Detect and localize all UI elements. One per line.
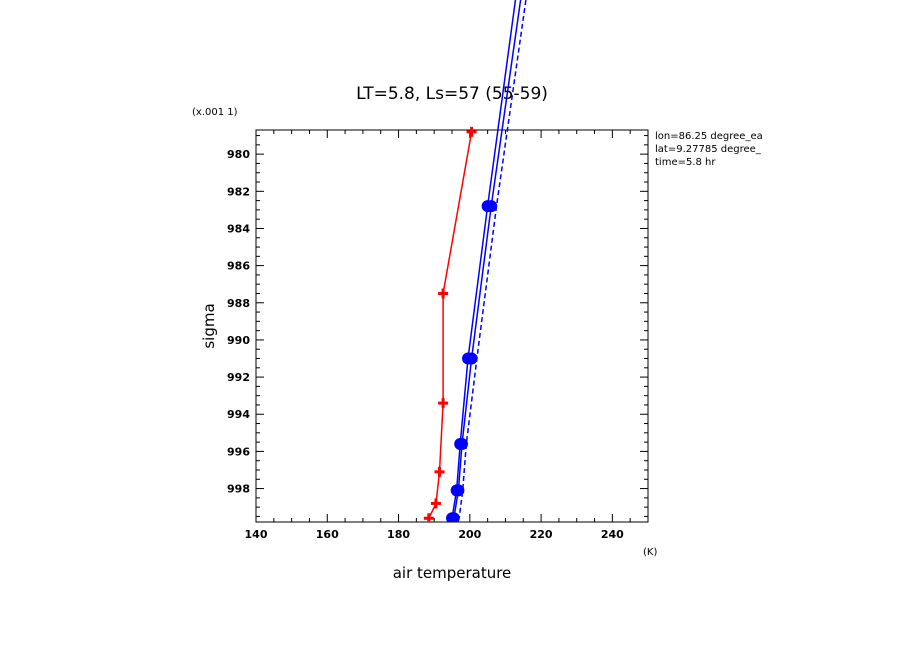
data-point (423, 513, 434, 522)
plot-frame (255, 129, 649, 523)
series-3 (447, 0, 522, 522)
y-tick-label: 982 (227, 185, 250, 198)
x-unit-label: (K) (643, 547, 657, 558)
info-time: time=5.8 hr (655, 157, 716, 168)
y-tick-label: 992 (227, 371, 250, 384)
x-tick-label: 240 (601, 528, 624, 541)
x-tick-label: 200 (458, 528, 481, 541)
info-lat: lat=9.27785 degree_ (655, 144, 762, 155)
data-point (438, 398, 449, 409)
data-point (466, 126, 477, 137)
y-tick-label: 994 (227, 408, 250, 421)
data-point (465, 352, 478, 365)
x-tick-label: 160 (316, 528, 339, 541)
y-tick-label: 998 (227, 483, 250, 496)
y-tick-label: 984 (227, 222, 250, 235)
y-tick-label: 980 (227, 148, 250, 161)
info-lon: lon=86.25 degree_ea (655, 131, 763, 142)
y-tick-label: 988 (227, 297, 250, 310)
data-point (447, 512, 460, 522)
x-tick-label: 140 (245, 528, 268, 541)
x-axis-ticks: 140 160 180 200 220 240 (245, 130, 631, 541)
series-layer (423, 0, 527, 522)
x-axis-title: air temperature (393, 564, 512, 582)
data-point (452, 484, 465, 497)
series-4 (458, 0, 527, 519)
y-unit-label: (x.001 1) (192, 107, 238, 118)
x-tick-label: 180 (387, 528, 410, 541)
data-point (455, 437, 468, 450)
data-point (438, 288, 449, 299)
y-tick-label: 986 (227, 260, 250, 273)
data-point (485, 200, 498, 213)
y-tick-label: 990 (227, 334, 250, 347)
y-axis-title: sigma (200, 303, 218, 348)
chart-title: LT=5.8, Ls=57 (55-59) (356, 84, 548, 104)
y-tick-label: 996 (227, 445, 250, 458)
y-axis-ticks: 980 982 984 986 988 990 992 994 996 998 (227, 135, 648, 517)
series-1 (423, 126, 477, 522)
series-line (458, 0, 527, 519)
x-tick-label: 220 (530, 528, 553, 541)
data-point (434, 466, 445, 477)
data-point (430, 498, 441, 509)
